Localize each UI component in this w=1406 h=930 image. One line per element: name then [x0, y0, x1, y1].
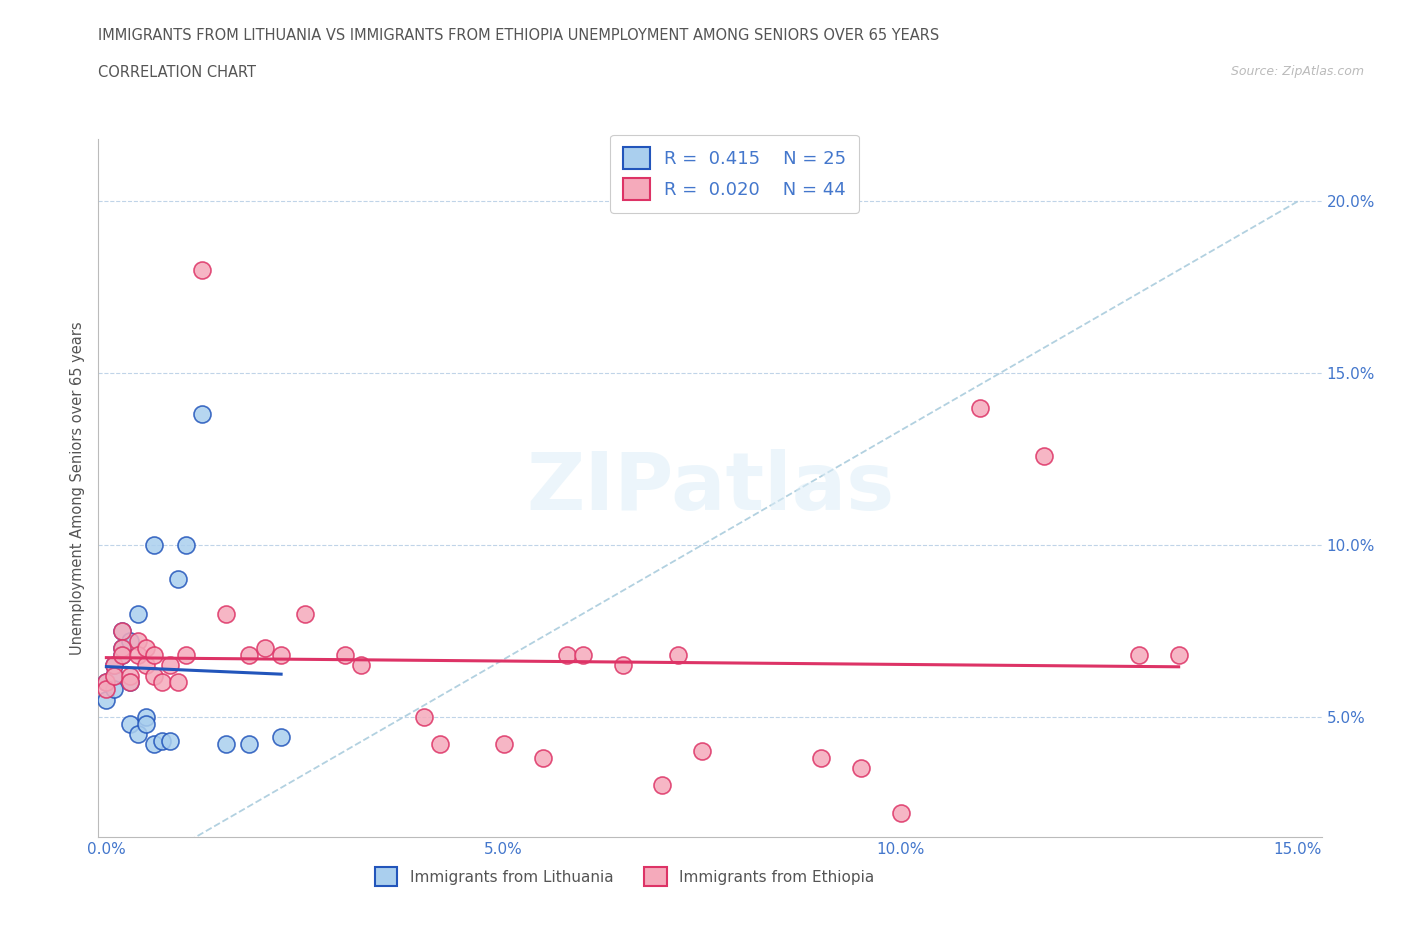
- Point: [111, 623, 134, 638]
- Point: [103, 682, 125, 697]
- Point: [690, 744, 713, 759]
- Point: [349, 658, 371, 672]
- Point: [111, 647, 134, 662]
- Point: [333, 647, 356, 662]
- Point: [120, 675, 142, 690]
- Point: [1032, 448, 1054, 463]
- Point: [103, 668, 125, 683]
- Point: [120, 668, 142, 683]
- Point: [111, 641, 134, 656]
- Point: [96, 675, 118, 690]
- Point: [150, 734, 173, 749]
- Text: Source: ZipAtlas.com: Source: ZipAtlas.com: [1230, 65, 1364, 78]
- Point: [890, 805, 912, 820]
- Point: [238, 737, 260, 751]
- Point: [96, 682, 118, 697]
- Point: [127, 633, 149, 648]
- Point: [651, 778, 673, 793]
- Point: [429, 737, 451, 751]
- Point: [270, 647, 292, 662]
- Point: [159, 658, 181, 672]
- Point: [270, 730, 292, 745]
- Point: [96, 692, 118, 707]
- Point: [214, 737, 236, 751]
- Point: [294, 606, 316, 621]
- Point: [135, 641, 157, 656]
- Point: [111, 623, 134, 638]
- Point: [135, 658, 157, 672]
- Point: [127, 647, 149, 662]
- Point: [969, 400, 991, 415]
- Point: [127, 726, 149, 741]
- Point: [143, 668, 166, 683]
- Point: [214, 606, 236, 621]
- Point: [120, 675, 142, 690]
- Point: [150, 675, 173, 690]
- Point: [96, 675, 118, 690]
- Point: [143, 737, 166, 751]
- Point: [238, 647, 260, 662]
- Point: [1128, 647, 1150, 662]
- Point: [572, 647, 595, 662]
- Point: [413, 710, 436, 724]
- Point: [531, 751, 554, 765]
- Point: [143, 647, 166, 662]
- Point: [612, 658, 634, 672]
- Point: [127, 606, 149, 621]
- Point: [103, 668, 125, 683]
- Point: [103, 658, 125, 672]
- Point: [190, 262, 212, 277]
- Point: [666, 647, 689, 662]
- Point: [143, 538, 166, 552]
- Point: [1167, 647, 1189, 662]
- Point: [166, 675, 188, 690]
- Point: [103, 658, 125, 672]
- Text: IMMIGRANTS FROM LITHUANIA VS IMMIGRANTS FROM ETHIOPIA UNEMPLOYMENT AMONG SENIORS: IMMIGRANTS FROM LITHUANIA VS IMMIGRANTS …: [98, 28, 939, 43]
- Legend: Immigrants from Lithuania, Immigrants from Ethiopia: Immigrants from Lithuania, Immigrants fr…: [368, 861, 880, 892]
- Point: [111, 641, 134, 656]
- Point: [135, 710, 157, 724]
- Point: [555, 647, 578, 662]
- Point: [190, 407, 212, 422]
- Point: [849, 761, 872, 776]
- Y-axis label: Unemployment Among Seniors over 65 years: Unemployment Among Seniors over 65 years: [70, 322, 86, 655]
- Text: ZIPatlas: ZIPatlas: [526, 449, 894, 527]
- Point: [166, 572, 188, 587]
- Point: [174, 538, 197, 552]
- Point: [174, 647, 197, 662]
- Text: CORRELATION CHART: CORRELATION CHART: [98, 65, 256, 80]
- Point: [120, 716, 142, 731]
- Point: [111, 647, 134, 662]
- Point: [159, 734, 181, 749]
- Point: [120, 633, 142, 648]
- Point: [492, 737, 515, 751]
- Point: [135, 716, 157, 731]
- Point: [810, 751, 832, 765]
- Point: [254, 641, 277, 656]
